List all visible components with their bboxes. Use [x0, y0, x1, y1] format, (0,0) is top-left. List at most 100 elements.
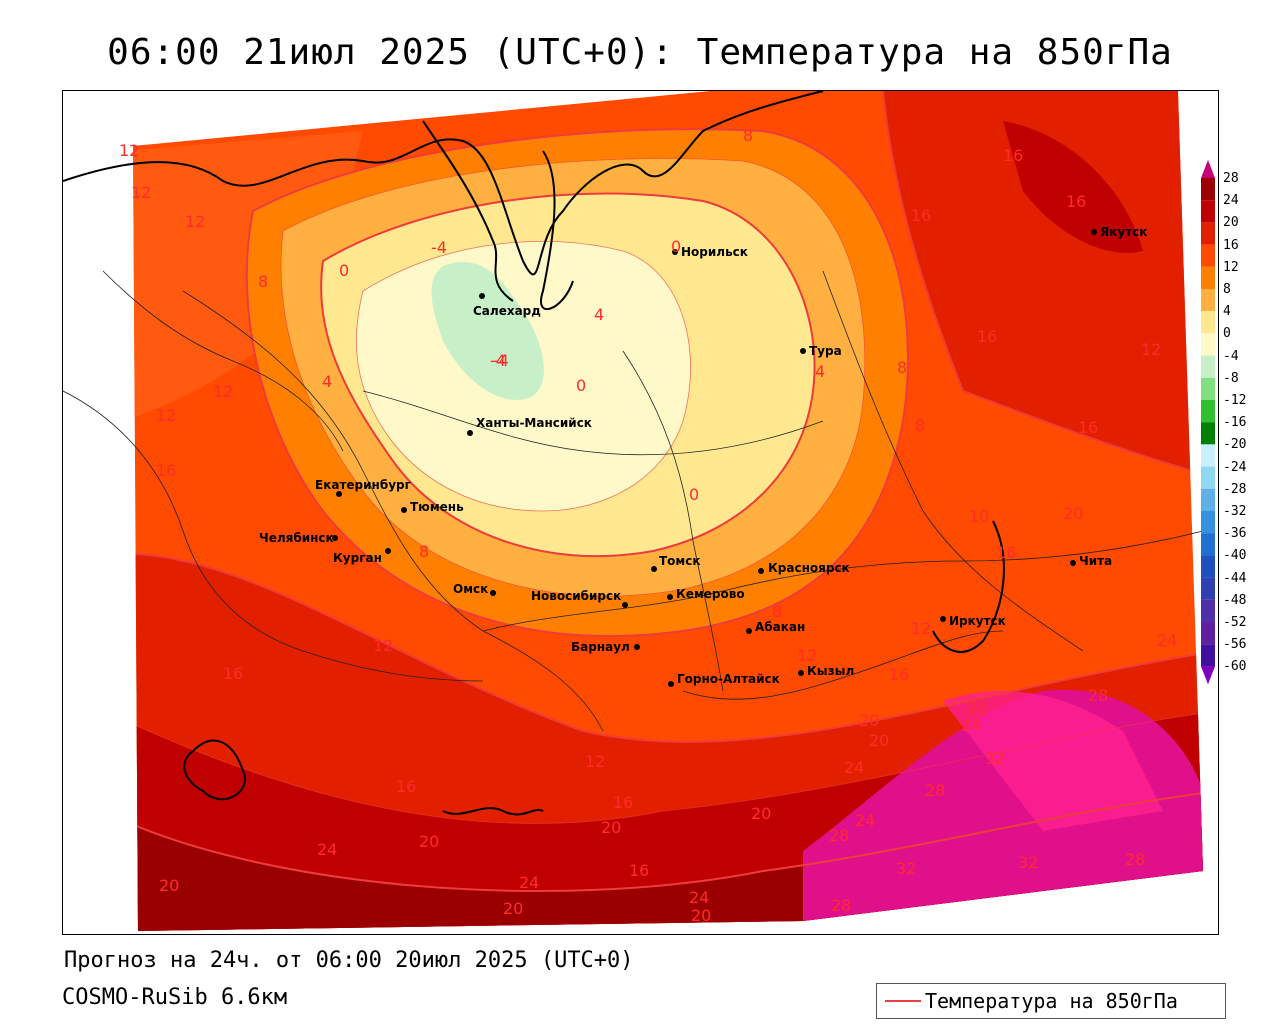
model-name: COSMO-RuSib 6.6км: [62, 985, 288, 1010]
city-yekaterinburg: Екатеринбург: [315, 478, 411, 497]
colorbar-label: 4: [1223, 304, 1231, 320]
iso-label: 16: [1066, 192, 1086, 211]
iso-label: 20: [869, 731, 889, 750]
iso-label: 20: [967, 699, 987, 718]
iso-label: 8: [419, 542, 429, 561]
iso-label: 16: [613, 793, 633, 812]
iso-label: 24: [855, 811, 875, 830]
iso-label: 16: [996, 543, 1016, 562]
iso-label: 32: [985, 749, 1005, 768]
iso-label: 24: [844, 758, 864, 777]
colorbar-label: -56: [1223, 637, 1247, 653]
iso-label: 20: [691, 906, 711, 925]
city-krasnoyarsk: Красноярск: [758, 561, 850, 575]
colorbar-label: 16: [1223, 237, 1239, 253]
iso-label: 12: [213, 382, 233, 401]
iso-label: 16: [977, 327, 997, 346]
svg-text:Кемерово: Кемерово: [676, 587, 745, 601]
colorbar-swatch: [1201, 178, 1215, 201]
colorbar-label: -16: [1223, 415, 1247, 431]
colorbar-label: -36: [1223, 526, 1247, 542]
iso-label: 20: [1063, 504, 1083, 523]
colorbar-label: 20: [1223, 215, 1239, 231]
forecast-info: Прогноз на 24ч. от 06:00 20июл 2025 (UTC…: [64, 948, 634, 973]
colorbar-swatch: [1201, 200, 1215, 223]
svg-text:Новосибирск: Новосибирск: [531, 589, 621, 603]
iso-label: 28: [1088, 686, 1108, 705]
city-markers: Норильск Салехард Тура Якутск Ханты-Манс…: [259, 225, 1147, 687]
admin-borders: [63, 270, 1204, 732]
svg-text:Омск: Омск: [453, 582, 488, 596]
colorbar-top-arrow: [1201, 160, 1215, 178]
city-tura: Тура: [800, 344, 842, 358]
svg-text:Салехард: Салехард: [473, 304, 541, 318]
iso-label: 28: [831, 896, 851, 915]
colorbar-label: -24: [1223, 459, 1247, 475]
iso-label: 20: [159, 876, 179, 895]
iso-label: 32: [1018, 853, 1038, 872]
city-kemerovo: Кемерово: [667, 587, 745, 601]
iso-label: 32: [896, 859, 916, 878]
colorbar-swatch: [1201, 333, 1215, 356]
isotherm-labels: 12 12 12 8 -4 0 -4 4 0 8 0 4 4 12 12 16 …: [119, 126, 1177, 925]
city-chelyabinsk: Челябинск: [259, 531, 338, 545]
svg-text:Томск: Томск: [659, 554, 701, 568]
iso-label: 8: [772, 602, 782, 621]
iso-label: 16: [911, 206, 931, 225]
colorbar-swatch: [1201, 444, 1215, 467]
iso-label: 16: [1003, 146, 1023, 165]
svg-text:Курган: Курган: [333, 551, 382, 565]
coastlines: [63, 91, 1005, 816]
svg-text:Ханты-Мансийск: Ханты-Мансийск: [476, 416, 592, 430]
colorbar-label: -20: [1223, 437, 1247, 453]
iso-label: 0: [671, 237, 681, 256]
iso-label: 20: [751, 804, 771, 823]
colorbar-swatch: [1201, 488, 1215, 511]
iso-label: 16: [223, 664, 243, 683]
colorbar-swatch: [1201, 422, 1215, 445]
colorbar-label: -52: [1223, 615, 1247, 630]
iso-label: 4: [322, 372, 332, 391]
city-kyzyl: Кызыл: [798, 664, 854, 678]
svg-text:Абакан: Абакан: [755, 620, 805, 634]
city-norilsk: Норильск: [672, 245, 748, 259]
iso-label: 0: [576, 376, 586, 395]
colorbar-label: 12: [1223, 259, 1239, 275]
iso-label: 12: [911, 619, 931, 638]
city-kurgan: Курган: [333, 548, 391, 565]
svg-text:Екатеринбург: Екатеринбург: [315, 478, 411, 492]
iso-label: 10: [969, 507, 989, 526]
colorbar-swatch: [1201, 377, 1215, 400]
city-abakan: Абакан: [746, 620, 805, 634]
colorbar-swatch: [1201, 599, 1215, 622]
svg-text:Кызыл: Кызыл: [807, 664, 854, 678]
temperature-field: [133, 91, 1203, 931]
iso-label: -4: [431, 238, 447, 257]
svg-text:Чита: Чита: [1079, 554, 1112, 568]
iso-label: 12: [797, 646, 817, 665]
iso-label: 16: [629, 861, 649, 880]
iso-label: -4: [493, 351, 509, 370]
iso-label: 12: [585, 752, 605, 771]
iso-label: 16: [396, 777, 416, 796]
colorbar-swatch: [1201, 222, 1215, 245]
colorbar-swatch: [1201, 511, 1215, 534]
colorbar: 28 24 20 16 12 8 4 0 -4 -8 -12 -16 -20 -24 -28 -32 -36 -4…: [1201, 158, 1280, 688]
iso-label: 16: [156, 461, 176, 480]
colorbar-label: 0: [1223, 326, 1231, 342]
iso-label: 12: [185, 212, 205, 231]
colorbar-label: -44: [1223, 570, 1247, 586]
legend-line-swatch: [885, 1000, 921, 1002]
colorbar-swatch: [1201, 644, 1215, 667]
iso-label: 12: [156, 406, 176, 425]
city-tomsk: Томск: [651, 554, 701, 572]
iso-label: 0: [689, 485, 699, 504]
city-yakutsk: Якутск: [1091, 225, 1147, 239]
city-novosibirsk: Новосибирск: [531, 589, 628, 608]
colorbar-label: -48: [1223, 592, 1247, 608]
iso-label: 8: [258, 272, 268, 291]
colorbar-swatch: [1201, 555, 1215, 578]
iso-label: -4: [490, 351, 506, 370]
iso-label: 20: [419, 832, 439, 851]
map-canvas: Норильск Салехард Тура Якутск Ханты-Манс…: [63, 91, 1204, 931]
